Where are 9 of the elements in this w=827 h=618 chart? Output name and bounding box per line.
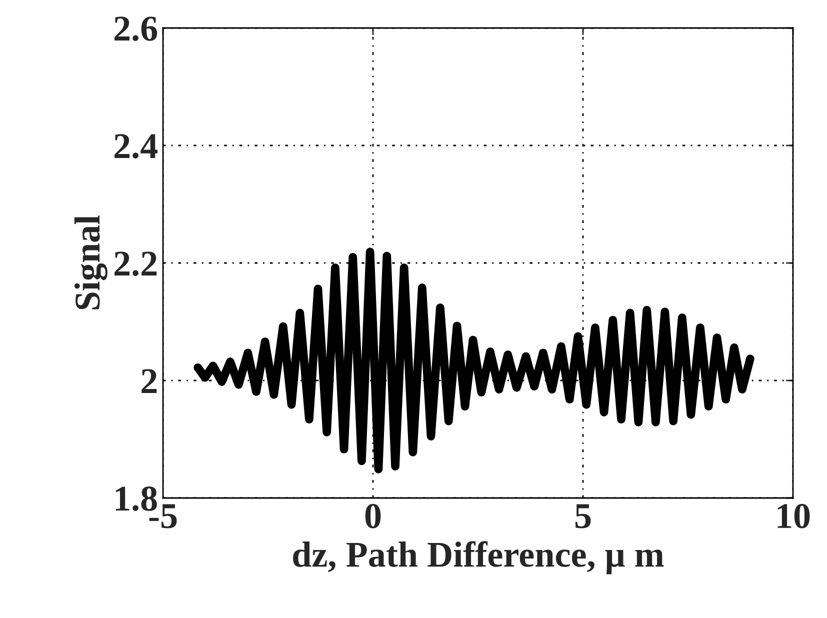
y-tick-label: 2.4 — [114, 134, 158, 159]
y-tick-label: 2 — [142, 369, 157, 394]
y-tick-label: 2.6 — [114, 16, 158, 42]
x-tick-label: 5 — [575, 504, 591, 528]
y-axis-title: Signal — [74, 215, 108, 310]
y-tick-label: 2.2 — [114, 252, 157, 276]
x-tick-label: 0 — [365, 504, 381, 528]
x-tick-label: 10 — [778, 504, 810, 528]
x-axis-title: dz, Path Difference, μ m — [293, 541, 664, 574]
